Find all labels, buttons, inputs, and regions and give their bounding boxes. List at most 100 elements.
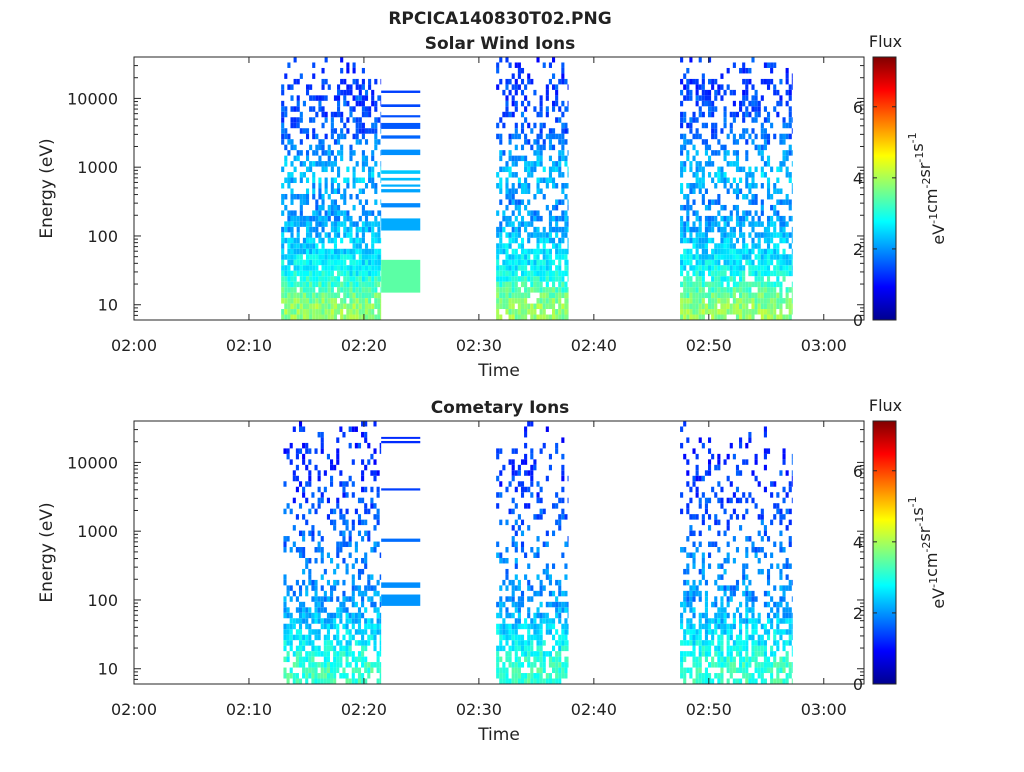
spectrogram-cell: [773, 634, 777, 641]
spectrogram-cell: [533, 89, 537, 96]
spectrogram-cell: [361, 634, 365, 641]
spectrogram-cell: [726, 552, 730, 558]
x-axis-label: Time: [477, 361, 520, 381]
spectrogram-cell: [308, 623, 312, 630]
spectrogram-cell: [717, 662, 721, 668]
spectrogram-cell: [349, 276, 353, 282]
spectrogram-cell: [499, 298, 503, 304]
spectrogram-cell: [346, 67, 350, 74]
spectrogram-cell: [370, 453, 374, 460]
spectrogram-cell: [548, 287, 552, 293]
spectrogram-cell: [698, 188, 702, 194]
spectrogram-cell: [352, 259, 356, 266]
spectrogram-cell: [695, 303, 699, 310]
spectrogram-cell: [330, 128, 334, 134]
spectrogram-cell: [312, 298, 316, 304]
spectrogram-cell: [379, 623, 382, 630]
spectrogram-cell: [293, 309, 297, 315]
spectrogram-cell: [754, 596, 758, 602]
spectrogram-cell: [373, 601, 377, 608]
spectrogram-cell: [791, 128, 793, 134]
colorbar-tick-label: 0: [853, 675, 863, 694]
spectrogram-cell: [315, 111, 319, 118]
spectrogram-cell: [290, 221, 294, 227]
spectrogram-cell: [533, 193, 537, 200]
spectrogram-cell: [530, 623, 534, 630]
spectrogram-cell: [326, 497, 330, 504]
spectrogram-cell: [751, 281, 755, 288]
spectrogram-cell: [368, 106, 372, 112]
spectrogram-cell: [289, 547, 293, 553]
spectrogram-cell: [720, 618, 724, 624]
spectrogram-cell: [514, 651, 518, 657]
spectrogram-cell: [320, 574, 324, 580]
spectrogram-cell: [542, 309, 546, 315]
spectrogram-cell: [763, 139, 767, 145]
spectrogram-cell: [290, 226, 294, 233]
spectrogram-cell: [364, 563, 368, 569]
spectrogram-cell: [345, 623, 349, 630]
spectrogram-cell: [698, 651, 702, 657]
spectrogram-cell: [374, 281, 378, 288]
spectrogram-cell: [364, 557, 368, 564]
spectrogram-cell: [564, 292, 568, 299]
spectrogram-cell: [367, 673, 371, 679]
spectrogram-cell: [351, 574, 355, 580]
spectrogram-cell: [358, 265, 362, 271]
spectrogram-cell: [545, 287, 549, 293]
spectrogram-cell: [739, 667, 743, 674]
spectrogram-cell: [527, 78, 531, 85]
spectrogram-cell: [281, 270, 285, 277]
spectrogram-cell: [564, 259, 568, 266]
spectrogram-cell: [351, 612, 355, 619]
spectrogram-cell: [339, 547, 343, 553]
spectrogram-cell: [785, 662, 789, 668]
x-tick-label: 02:50: [686, 700, 732, 719]
spectrogram-cell: [695, 453, 699, 460]
spectrogram-cell: [361, 536, 365, 542]
spectrogram-cell: [312, 193, 316, 200]
spectrogram-cell: [748, 221, 752, 227]
spectrogram-cell: [567, 629, 569, 635]
spectrogram-cell: [508, 150, 512, 156]
spectrogram-cell: [683, 298, 687, 304]
spectrogram-cell: [536, 623, 540, 630]
spectrogram-cell: [711, 161, 715, 167]
spectrogram-cell: [742, 640, 746, 646]
spectrogram-cell: [763, 172, 767, 178]
spectrogram-cell: [711, 122, 715, 129]
spectrogram-cell: [283, 536, 287, 542]
spectrogram-cell: [720, 95, 724, 101]
spectrogram-cell: [364, 667, 368, 674]
spectrogram-cell: [348, 530, 352, 537]
spectrogram-cell: [287, 150, 291, 156]
spectrogram-cell: [299, 117, 303, 123]
spectrogram-cell: [742, 281, 746, 288]
spectrogram-cell: [311, 492, 315, 498]
spectrogram-cell: [791, 453, 793, 460]
spectrogram-cell: [695, 281, 699, 288]
spectrogram-cell: [732, 204, 736, 211]
spectrogram-band: [381, 90, 421, 93]
spectrogram-cell: [349, 259, 353, 266]
spectrogram-cell: [330, 645, 334, 652]
spectrogram-cell: [695, 232, 699, 238]
spectrogram-cell: [340, 281, 344, 288]
spectrogram-cell: [527, 188, 531, 194]
spectrogram-cell: [371, 248, 375, 255]
spectrogram-cell: [720, 237, 724, 244]
spectrogram-cell: [785, 270, 789, 277]
spectrogram-cell: [373, 585, 377, 591]
spectrogram-cell: [337, 303, 341, 310]
spectrogram-cell: [686, 254, 690, 260]
spectrogram-cell: [346, 215, 350, 222]
spectrogram-cell: [555, 270, 559, 277]
spectrogram-cell: [564, 265, 568, 271]
spectrogram-cell: [364, 287, 369, 293]
spectrogram-cell: [312, 215, 316, 222]
spectrogram-cell: [337, 287, 341, 293]
spectrogram-cell: [683, 144, 687, 151]
spectrogram-cell: [766, 226, 771, 233]
axis-ticks: 02:00 02:10 02:20 02:30 02:40 02:50 03:0010100…: [67, 56, 864, 355]
spectrogram-cell: [701, 177, 705, 184]
